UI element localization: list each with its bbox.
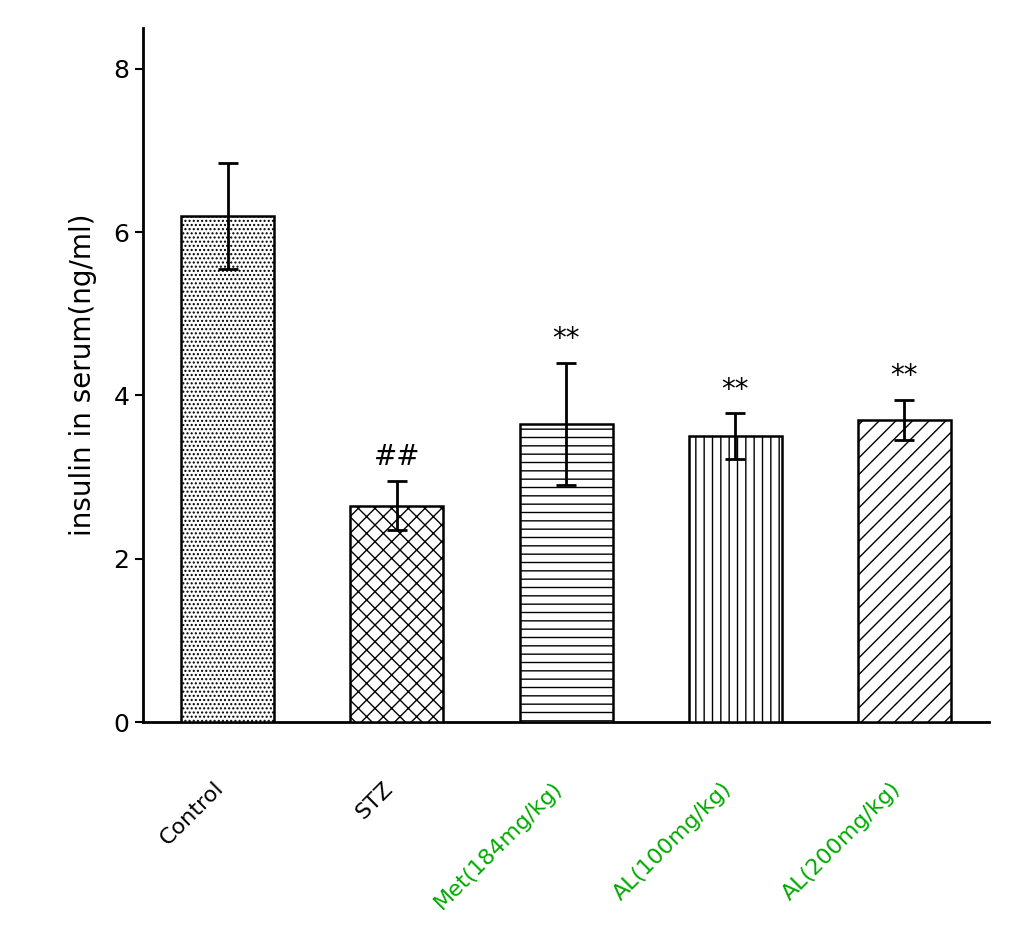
Text: AL(200mg/kg): AL(200mg/kg) — [777, 778, 904, 904]
Text: STZ: STZ — [352, 778, 396, 822]
Text: Control: Control — [157, 778, 227, 849]
Text: ##: ## — [373, 444, 420, 471]
Y-axis label: insulin in serum(ng/ml): insulin in serum(ng/ml) — [69, 214, 97, 536]
Bar — [181, 216, 274, 722]
Text: **: ** — [552, 325, 579, 353]
Bar — [688, 436, 781, 722]
Bar — [857, 420, 950, 722]
Text: **: ** — [890, 362, 917, 390]
Text: Met(184mg/kg): Met(184mg/kg) — [430, 778, 566, 913]
Bar — [519, 424, 612, 722]
Text: AL(100mg/kg): AL(100mg/kg) — [609, 778, 735, 904]
Bar — [351, 506, 443, 722]
Text: **: ** — [720, 376, 748, 404]
